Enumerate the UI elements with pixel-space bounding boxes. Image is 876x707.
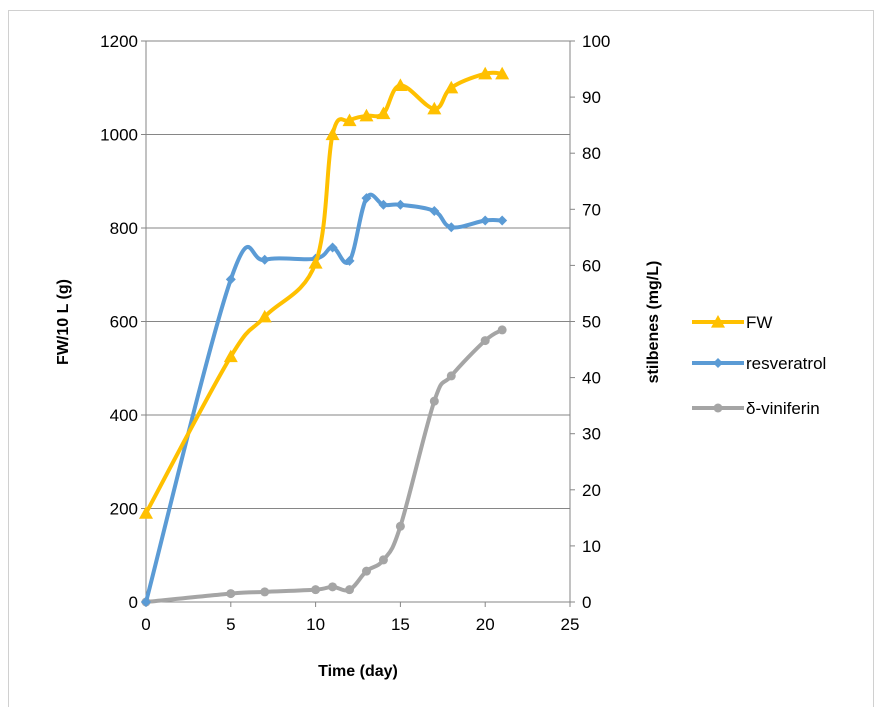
x-tick-label: 15	[391, 615, 410, 634]
series-line	[144, 70, 505, 516]
legend: FW resveratrol δ-viniferin	[692, 313, 826, 418]
x-tick-label: 25	[561, 615, 580, 634]
data-point	[378, 199, 389, 210]
data-point	[325, 127, 340, 141]
data-point	[429, 396, 439, 406]
data-point	[344, 255, 355, 266]
y-right-tick-label: 70	[582, 200, 601, 219]
series-2	[141, 325, 507, 607]
y-left-axis-title: FW/10 L (g)	[55, 279, 72, 365]
data-point	[480, 215, 491, 226]
y-left-tick-label: 200	[110, 500, 138, 519]
data-point	[328, 582, 338, 592]
y-right-tick-labels: 0 10 20 30 40 50 60 70 80 90 100	[570, 32, 610, 612]
y-left-tick-label: 1000	[100, 126, 138, 145]
data-point	[376, 106, 391, 120]
y-right-tick-label: 50	[582, 313, 601, 332]
legend-label: FW	[746, 313, 772, 332]
x-axis-title: Time (day)	[318, 663, 398, 680]
y-right-tick-label: 60	[582, 256, 601, 275]
y-left-tick-label: 0	[129, 593, 138, 612]
series-0	[139, 66, 510, 519]
y-right-tick-label: 90	[582, 88, 601, 107]
x-tick-labels: 0 5 10 15 20 25	[141, 602, 579, 634]
legend-item: resveratrol	[692, 354, 826, 373]
data-point	[393, 78, 408, 92]
legend-swatch-marker	[711, 315, 725, 328]
data-point	[427, 101, 442, 115]
legend-item: FW	[692, 313, 772, 332]
data-point	[395, 521, 405, 531]
data-point	[495, 66, 510, 80]
data-point	[361, 193, 372, 204]
data-point	[257, 309, 272, 323]
data-point	[446, 371, 456, 381]
x-tick-label: 5	[226, 615, 235, 634]
legend-label: resveratrol	[746, 354, 826, 373]
data-point	[223, 349, 238, 363]
y-right-tick-label: 40	[582, 369, 601, 388]
data-point	[497, 215, 508, 226]
legend-item: δ-viniferin	[692, 399, 820, 418]
y-left-tick-labels: 0 200 400 600 800 1000 1200	[100, 32, 146, 612]
data-point	[225, 274, 236, 285]
data-point	[308, 256, 323, 269]
legend-label: δ-viniferin	[746, 399, 820, 418]
y-right-tick-label: 80	[582, 144, 601, 163]
y-left-tick-label: 400	[110, 406, 138, 425]
data-point	[478, 66, 493, 80]
y-right-tick-label: 100	[582, 32, 610, 51]
data-point	[342, 113, 357, 127]
y-right-tick-label: 0	[582, 593, 591, 612]
x-tick-label: 20	[476, 615, 495, 634]
y-right-tick-label: 20	[582, 481, 601, 500]
x-tick-label: 10	[306, 615, 325, 634]
data-point	[444, 80, 459, 94]
legend-swatch-marker	[713, 358, 723, 368]
y-left-tick-label: 800	[110, 219, 138, 238]
y-right-tick-label: 30	[582, 425, 601, 444]
data-point	[497, 325, 507, 335]
y-right-axis-title: stilbenes (mg/L)	[645, 261, 662, 384]
series-line	[144, 327, 505, 604]
data-point	[395, 199, 406, 210]
y-right-tick-label: 10	[582, 537, 601, 556]
x-tick-label: 0	[141, 615, 150, 634]
data-point	[259, 254, 270, 265]
data-point	[139, 506, 153, 519]
series-layer	[139, 66, 510, 607]
data-point	[429, 205, 440, 216]
data-point	[359, 108, 374, 122]
data-point	[260, 587, 270, 597]
data-point	[226, 589, 236, 599]
series-1	[141, 192, 508, 607]
data-point	[446, 222, 457, 233]
data-point	[361, 566, 371, 576]
legend-swatch-marker	[713, 403, 723, 413]
data-point	[327, 242, 338, 253]
data-point	[378, 555, 388, 565]
y-left-tick-label: 1200	[100, 32, 138, 51]
data-point	[141, 597, 151, 607]
y-left-tick-label: 600	[110, 313, 138, 332]
gridlines	[146, 40, 570, 509]
data-point	[311, 585, 321, 595]
series-line	[144, 192, 505, 604]
data-point	[480, 336, 490, 346]
data-point	[345, 585, 355, 595]
chart-frame	[8, 10, 874, 707]
